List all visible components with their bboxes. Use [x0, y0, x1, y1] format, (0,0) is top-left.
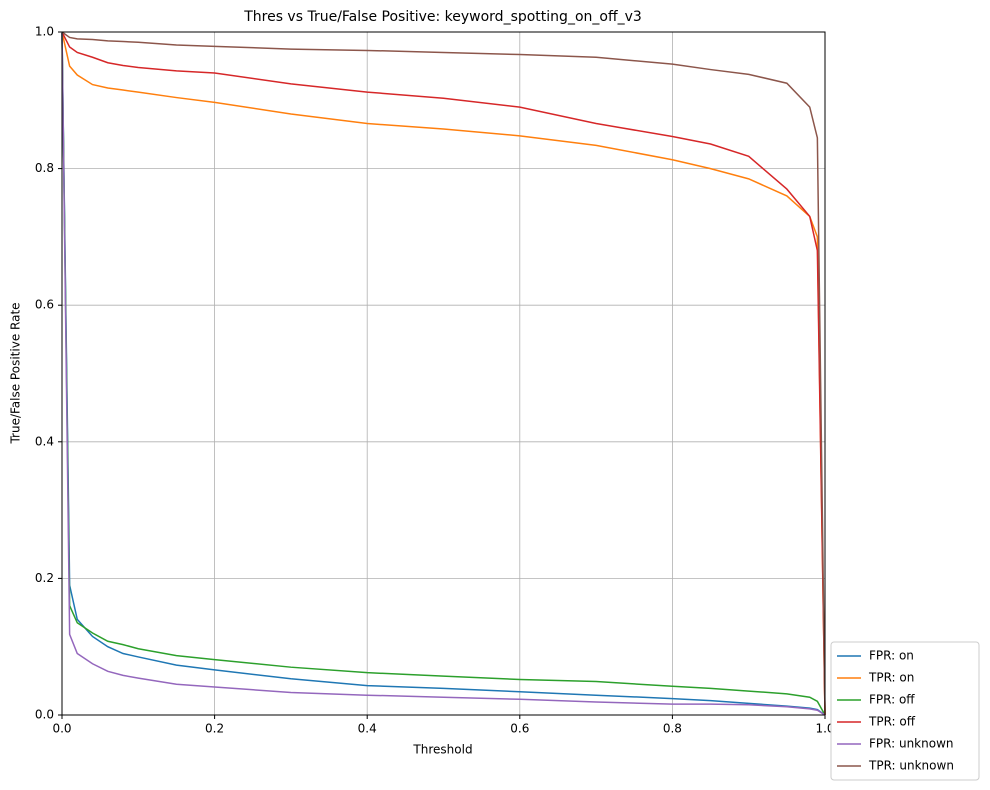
chart-title: Thres vs True/False Positive: keyword_sp… [243, 9, 642, 25]
x-tick-label: 0.0 [52, 722, 71, 736]
legend-label: TPR: on [868, 671, 914, 685]
y-tick-label: 0.0 [35, 708, 54, 722]
series-line [61, 31, 826, 716]
y-tick-label: 0.4 [35, 434, 54, 448]
x-tick-label: 0.2 [205, 722, 224, 736]
series-line [61, 31, 826, 716]
x-tick-label: 1.0 [815, 722, 834, 736]
y-tick-label: 1.0 [35, 25, 54, 39]
series-line [61, 31, 826, 716]
legend-label: TPR: off [868, 715, 916, 729]
y-axis-label: True/False Positive Rate [9, 302, 23, 444]
plot-frame [61, 31, 826, 716]
legend-label: TPR: unknown [868, 759, 954, 773]
series-line [61, 31, 826, 716]
y-tick-label: 0.6 [35, 298, 54, 312]
x-tick-label: 0.4 [358, 722, 377, 736]
y-tick-label: 0.8 [35, 161, 54, 175]
legend-box [830, 641, 980, 781]
series-line [61, 31, 826, 716]
legend-label: FPR: unknown [869, 737, 954, 751]
y-tick-label: 0.2 [35, 571, 54, 585]
x-tick-label: 0.6 [510, 722, 529, 736]
legend-label: FPR: off [869, 693, 915, 707]
x-tick-label: 0.8 [663, 722, 682, 736]
series-line [61, 31, 826, 716]
legend-label: FPR: on [869, 649, 914, 663]
x-axis-label: Threshold [412, 743, 472, 757]
